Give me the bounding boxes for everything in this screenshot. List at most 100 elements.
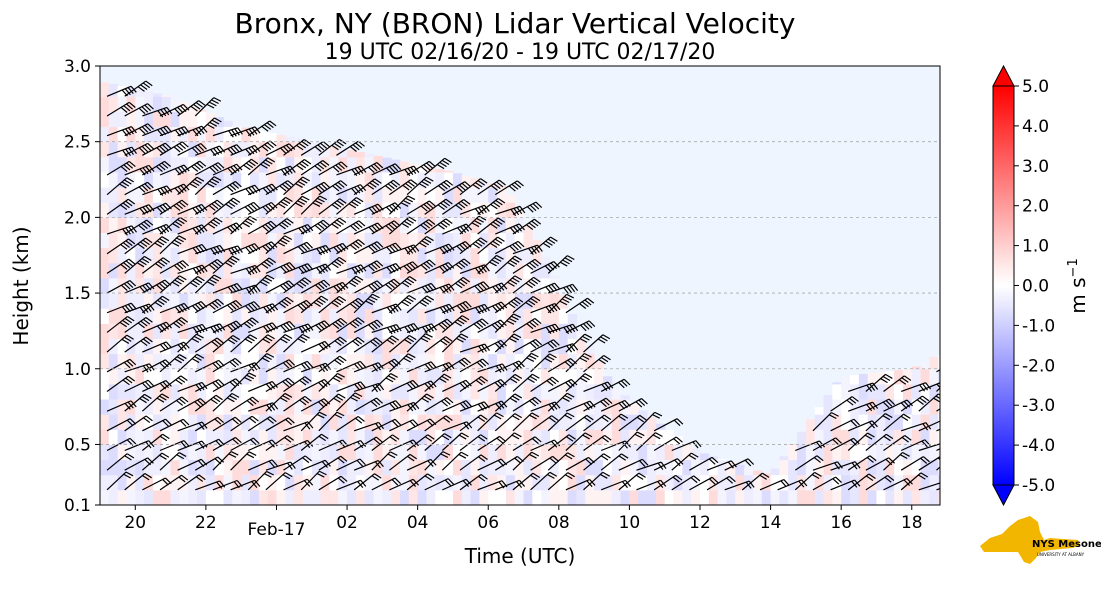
- velocity-cell: [232, 232, 242, 249]
- wind-barb: [741, 472, 770, 491]
- wind-barb-feather: [559, 300, 568, 306]
- x-tick-label: 14: [760, 513, 782, 533]
- velocity-cell: [126, 262, 136, 279]
- wind-barb-shaft: [177, 276, 199, 294]
- velocity-cell: [135, 308, 145, 324]
- velocity-cell: [373, 247, 383, 264]
- wind-barb: [494, 333, 522, 353]
- wind-barb-feather: [244, 206, 252, 213]
- velocity-cell: [100, 383, 110, 400]
- velocity-cell: [241, 474, 251, 491]
- velocity-cell: [876, 489, 886, 505]
- velocity-cell: [223, 353, 233, 370]
- velocity-cell: [126, 489, 136, 505]
- wind-barb-feather: [869, 455, 877, 462]
- velocity-cell: [497, 217, 507, 234]
- velocity-cell: [532, 383, 542, 400]
- velocity-cell: [550, 293, 560, 309]
- wind-barb-shaft: [124, 142, 149, 156]
- velocity-cell: [179, 414, 189, 430]
- wind-barb-feather: [351, 169, 358, 177]
- wind-barb-feather: [147, 457, 154, 464]
- velocity-cell: [638, 459, 648, 476]
- wind-barb-feather: [248, 451, 257, 456]
- velocity-cell: [126, 156, 136, 173]
- velocity-cell: [126, 353, 136, 370]
- wind-barb-feather: [289, 321, 296, 328]
- velocity-cell: [602, 459, 613, 476]
- wind-barb-feather: [173, 264, 181, 272]
- wind-barb-feather: [455, 263, 463, 270]
- velocity-cell: [276, 353, 286, 370]
- velocity-cell: [126, 429, 136, 445]
- wind-barb-shaft: [371, 451, 391, 471]
- wind-barb-shaft: [424, 451, 444, 471]
- velocity-cell: [382, 353, 392, 370]
- wind-barb-shaft: [300, 279, 325, 294]
- velocity-cell: [144, 474, 154, 491]
- wind-barb-feather: [320, 221, 328, 228]
- wind-barb-feather: [317, 197, 325, 203]
- wind-barb-shaft: [900, 456, 924, 471]
- velocity-cell: [188, 156, 198, 173]
- wind-barb-shaft: [389, 334, 410, 353]
- wind-barb: [283, 299, 313, 314]
- wind-barb-shaft: [177, 474, 200, 491]
- wind-barb-feather: [227, 324, 234, 332]
- wind-barb-shaft: [477, 400, 502, 412]
- wind-barb-feather: [197, 399, 204, 406]
- velocity-cell: [152, 93, 163, 97]
- wind-barb-shaft: [106, 238, 129, 255]
- wind-barb-feather: [162, 257, 171, 263]
- velocity-cell: [911, 429, 922, 445]
- wind-barb: [212, 127, 243, 138]
- wind-barb-feather: [201, 324, 208, 332]
- wind-barb-feather: [956, 361, 962, 366]
- velocity-cell: [461, 489, 472, 505]
- velocity-cell: [514, 308, 525, 324]
- velocity-cell: [223, 120, 233, 128]
- wind-barb-shaft: [159, 375, 182, 392]
- wind-barb: [124, 316, 153, 333]
- wind-barb-feather: [171, 281, 180, 287]
- velocity-cell: [161, 383, 172, 400]
- wind-barb-shaft: [212, 245, 238, 255]
- velocity-cell: [294, 138, 304, 143]
- wind-barb-feather: [176, 277, 185, 283]
- velocity-cell: [179, 126, 189, 143]
- wind-barb-feather: [137, 86, 145, 92]
- wind-barb: [265, 280, 296, 294]
- velocity-cell: [117, 156, 127, 173]
- wind-barb-feather: [282, 395, 290, 400]
- velocity-cell: [329, 383, 339, 400]
- wind-barb: [371, 303, 402, 314]
- velocity-cell: [594, 444, 604, 461]
- wind-barb-shaft: [159, 440, 185, 452]
- colorbar-tick-label: 1.0: [1022, 237, 1049, 257]
- wind-barb: [265, 196, 293, 215]
- velocity-cell: [700, 489, 710, 505]
- wind-barb-shaft: [141, 433, 164, 451]
- wind-barb-shaft: [159, 216, 181, 235]
- wind-barb-feather: [357, 336, 365, 343]
- velocity-cell: [505, 368, 516, 385]
- velocity-cell: [276, 429, 286, 445]
- wind-barb-feather: [172, 223, 180, 229]
- wind-barb-feather: [853, 437, 860, 445]
- wind-barb-shaft: [477, 480, 503, 491]
- velocity-cell: [276, 187, 286, 203]
- wind-barb: [265, 320, 296, 333]
- wind-barb-shaft: [494, 373, 516, 392]
- wind-barb-feather: [569, 344, 576, 352]
- velocity-cell: [435, 202, 445, 218]
- wind-barb-feather: [527, 247, 534, 255]
- velocity-cell: [188, 444, 198, 461]
- x-tick-label: 08: [548, 513, 570, 533]
- wind-barb-shaft: [424, 318, 448, 333]
- wind-barb-feather: [455, 282, 463, 289]
- wind-barb-shaft: [424, 261, 449, 274]
- wind-barb-shaft: [583, 471, 604, 491]
- wind-barb-shaft: [389, 453, 411, 471]
- velocity-cell: [505, 489, 516, 505]
- wind-barb-feather: [390, 181, 398, 188]
